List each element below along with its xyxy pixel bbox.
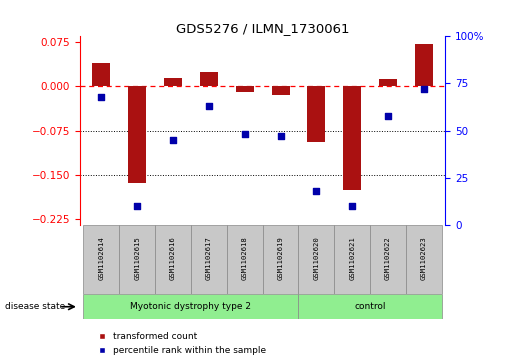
Point: [133, 203, 141, 209]
Point: [384, 113, 392, 118]
Point: [348, 203, 356, 209]
Bar: [164, 78, 182, 86]
Bar: [271, 86, 289, 95]
Bar: [83, 294, 299, 319]
Text: GSM1102615: GSM1102615: [134, 236, 140, 280]
Bar: [344, 86, 361, 189]
Point: [241, 131, 249, 137]
Bar: [191, 225, 227, 294]
Text: GSM1102623: GSM1102623: [421, 236, 427, 280]
Bar: [92, 63, 110, 86]
Text: GSM1102620: GSM1102620: [314, 236, 319, 280]
Text: Myotonic dystrophy type 2: Myotonic dystrophy type 2: [130, 302, 251, 311]
Bar: [227, 225, 263, 294]
Bar: [200, 72, 218, 86]
Bar: [370, 225, 406, 294]
Point: [312, 188, 320, 194]
Point: [277, 134, 285, 139]
Bar: [415, 44, 433, 86]
Text: GSM1102619: GSM1102619: [278, 236, 284, 280]
Text: GSM1102618: GSM1102618: [242, 236, 248, 280]
Text: disease state: disease state: [5, 302, 65, 311]
Text: GSM1102614: GSM1102614: [98, 236, 105, 280]
Text: GSM1102622: GSM1102622: [385, 236, 391, 280]
Text: GSM1102621: GSM1102621: [349, 236, 355, 280]
Bar: [299, 294, 442, 319]
Point: [97, 94, 106, 99]
Point: [169, 137, 177, 143]
Text: GSM1102617: GSM1102617: [206, 236, 212, 280]
Title: GDS5276 / ILMN_1730061: GDS5276 / ILMN_1730061: [176, 22, 349, 35]
Legend: transformed count, percentile rank within the sample: transformed count, percentile rank withi…: [95, 329, 269, 359]
Bar: [263, 225, 299, 294]
Bar: [379, 79, 397, 86]
Bar: [128, 86, 146, 183]
Bar: [307, 86, 325, 143]
Bar: [155, 225, 191, 294]
Bar: [236, 86, 254, 92]
Bar: [406, 225, 442, 294]
Text: control: control: [354, 302, 386, 311]
Point: [420, 86, 428, 92]
Bar: [299, 225, 334, 294]
Bar: [119, 225, 155, 294]
Text: GSM1102616: GSM1102616: [170, 236, 176, 280]
Point: [205, 103, 213, 109]
Bar: [334, 225, 370, 294]
Bar: [83, 225, 119, 294]
